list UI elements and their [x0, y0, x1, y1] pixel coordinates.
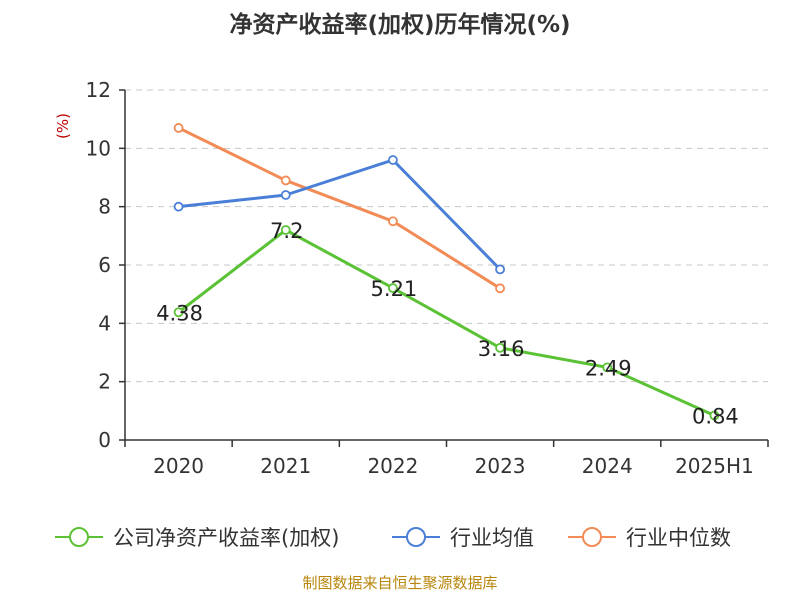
data-point — [602, 362, 613, 373]
y-tick-label: 10 — [86, 136, 111, 160]
series-line — [178, 158, 502, 271]
x-tick-label: 2025H1 — [675, 454, 754, 478]
x-tick-label: 2020 — [153, 454, 204, 478]
series-line — [177, 126, 501, 290]
data-label: 3.16 — [478, 337, 525, 361]
data-point — [495, 283, 505, 294]
data-point — [388, 283, 398, 293]
legend-label: 行业中位数 — [626, 526, 731, 550]
data-point — [495, 342, 505, 353]
data-label: 2.49 — [585, 356, 632, 380]
legend: 公司净资产收益率(加权) 行业均值 行业中位数 — [55, 526, 731, 550]
legend-label: 公司净资产收益率(加权) — [113, 526, 339, 550]
data-point — [280, 175, 291, 186]
source-note: 制图数据来自恒生聚源数据库 — [302, 574, 497, 592]
data-label: 4.38 — [156, 301, 203, 325]
data-label: 7.2 — [270, 219, 303, 243]
series-2 — [173, 123, 505, 294]
y-tick-label: 4 — [98, 311, 111, 335]
y-tick-label: 0 — [98, 428, 111, 452]
data-point — [495, 264, 505, 275]
x-tick-label: 2024 — [582, 454, 633, 478]
data-point — [388, 216, 398, 227]
y-tick-label: 2 — [98, 370, 111, 394]
series-layer: 4.38 7.2 5.21 3.16 2.49 0.84 — [156, 123, 739, 429]
x-tick-label: 2022 — [367, 454, 418, 478]
grid-lines — [125, 89, 768, 383]
y-tick-label: 12 — [86, 78, 111, 102]
y-tick-label: 6 — [98, 253, 111, 277]
data-point — [173, 123, 184, 133]
series-0: 4.38 7.2 5.21 3.16 2.49 0.84 — [156, 219, 739, 429]
data-point — [709, 410, 720, 421]
data-point — [388, 155, 398, 165]
x-tick-label: 2023 — [475, 454, 526, 478]
series-1 — [173, 155, 505, 275]
axes: 0 2 4 6 8 10 12 2020 2021 2022 2023 2024 2025H1 — [86, 78, 769, 478]
legend-marker — [69, 527, 89, 547]
legend-item-0: 公司净资产收益率(加权) — [55, 526, 339, 550]
legend-item-1: 行业均值 — [392, 526, 534, 550]
data-point — [173, 307, 184, 318]
legend-marker — [582, 527, 602, 547]
data-label: 5.21 — [371, 277, 418, 301]
chart-title: 净资产收益率(加权)历年情况(%) — [229, 11, 570, 38]
legend-label: 行业均值 — [450, 526, 534, 550]
legend-marker — [406, 527, 426, 547]
data-point — [173, 201, 184, 212]
x-tick-label: 2021 — [260, 454, 311, 478]
legend-item-2: 行业中位数 — [568, 526, 731, 550]
data-point — [280, 190, 291, 200]
y-axis-unit-label: (%) — [54, 113, 72, 139]
data-point — [280, 225, 291, 235]
y-tick-label: 8 — [98, 195, 111, 219]
series-line — [177, 228, 716, 417]
data-label: 0.84 — [692, 405, 739, 429]
